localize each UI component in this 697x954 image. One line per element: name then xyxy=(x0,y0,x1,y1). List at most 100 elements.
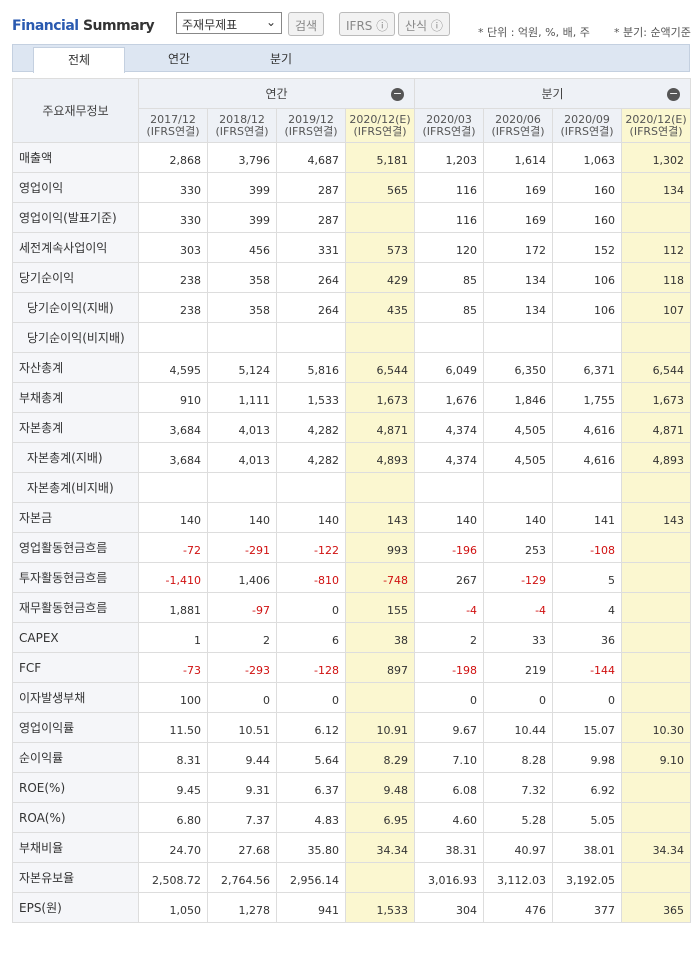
table-row: 투자활동현금흐름 -1,410 1,406 -810 -748 267 -129 5 xyxy=(12,562,692,593)
cell: 4.83 xyxy=(276,802,346,833)
cell-value: 10.51 xyxy=(238,724,271,737)
cell: 9.67 xyxy=(414,712,485,743)
cell: 573 xyxy=(344,232,416,263)
cell: 5,816 xyxy=(276,352,346,383)
cell: 4,893 xyxy=(344,442,416,473)
cell: 2,956.14 xyxy=(276,862,346,893)
cell: 118 xyxy=(621,262,692,293)
cell: 34.34 xyxy=(344,832,416,863)
collapse-button[interactable]: − xyxy=(391,87,405,101)
cell: 8.31 xyxy=(138,742,208,773)
cell: 172 xyxy=(483,232,554,263)
cell: 140 xyxy=(483,502,554,533)
cell: 6 xyxy=(276,622,346,653)
cell-value: 9.48 xyxy=(383,784,409,797)
cell: 1,614 xyxy=(483,142,554,173)
table-row: 자본총계(비지배) xyxy=(12,472,692,503)
tab[interactable]: 분기 xyxy=(269,52,293,66)
table-row: 재무활동현금흐름 1,881 -97 0 155 -4 -4 4 xyxy=(12,592,692,623)
row-label: 부채비율 xyxy=(12,832,139,863)
cell-value: 267 xyxy=(456,574,478,587)
cell: 4,505 xyxy=(483,442,554,473)
cell: 565 xyxy=(344,172,416,203)
cell: 264 xyxy=(276,262,346,293)
cell-value: 1,673 xyxy=(376,394,409,407)
cell: 435 xyxy=(344,292,416,323)
cell: -748 xyxy=(344,562,416,593)
cell: 253 xyxy=(483,532,554,563)
cell-value: 118 xyxy=(663,274,685,287)
cell: 330 xyxy=(138,172,208,203)
table-row: FCF -73 -293 -128 897 -198 219 -144 xyxy=(12,652,692,683)
cell: 36 xyxy=(552,622,623,653)
cell-value: 8.29 xyxy=(383,754,409,767)
cell-value: 4,616 xyxy=(583,454,616,467)
cell: 4,595 xyxy=(138,352,208,383)
collapse-button[interactable]: − xyxy=(667,87,681,101)
cell-value: 134 xyxy=(525,304,547,317)
cell: 0 xyxy=(276,682,346,713)
cell-value: 2,868 xyxy=(169,154,202,167)
cell: 2,764.56 xyxy=(207,862,277,893)
column-header: 2017/12 (IFRS연결) xyxy=(138,108,208,143)
cell: 1,881 xyxy=(138,592,208,623)
table-row: ROA(%) 6.80 7.37 4.83 6.95 4.60 5.28 5.05 xyxy=(12,802,692,833)
cell-value: 2 xyxy=(470,634,478,647)
row-label: 당기순이익(지배) xyxy=(12,292,139,323)
row-label: 세전계속사업이익 xyxy=(12,232,139,263)
cell: 330 xyxy=(138,202,208,233)
cell-value: 155 xyxy=(387,604,409,617)
cell-value: 4,374 xyxy=(445,424,478,437)
cell-value: 4,687 xyxy=(307,154,340,167)
cell: 9.45 xyxy=(138,772,208,803)
cell-value: 565 xyxy=(387,184,409,197)
cell xyxy=(552,472,623,503)
cell-value: 9.31 xyxy=(245,784,271,797)
title-part: Financial xyxy=(12,18,79,34)
cell-value: 0 xyxy=(470,694,478,707)
tab[interactable]: 전체 xyxy=(33,47,125,73)
cell-value: 9.44 xyxy=(245,754,271,767)
formula-button[interactable]: 산식 ⓘ xyxy=(398,12,450,36)
cell-value: -129 xyxy=(521,574,547,587)
cell-value: 106 xyxy=(594,274,616,287)
cell: 6.08 xyxy=(414,772,485,803)
cell: 429 xyxy=(344,262,416,293)
cell-value: 34.34 xyxy=(376,844,409,857)
ifrs-button[interactable]: IFRS ⓘ xyxy=(339,12,396,36)
table-row: 자산총계 4,595 5,124 5,816 6,544 6,049 6,350 6,371 6… xyxy=(12,352,692,383)
cell: 1,755 xyxy=(552,382,623,413)
cell: -122 xyxy=(276,532,346,563)
cell: 4,505 xyxy=(483,412,554,443)
row-label: CAPEX xyxy=(12,622,139,653)
cell: 1,673 xyxy=(344,382,416,413)
cell: 3,684 xyxy=(138,412,208,443)
cell: 106 xyxy=(552,262,623,293)
cell-value: 6.08 xyxy=(452,784,478,797)
cell: 1,406 xyxy=(207,562,277,593)
cell xyxy=(207,472,277,503)
tab[interactable]: 연간 xyxy=(167,52,191,66)
cell-value: -1,410 xyxy=(165,574,201,587)
search-button[interactable]: 검색 xyxy=(288,12,325,36)
cell: 6.12 xyxy=(276,712,346,743)
btn-text: 산식 xyxy=(405,19,428,33)
statement-select[interactable]: 주재무제표 ⌄ xyxy=(176,12,282,34)
cell-value: 4,013 xyxy=(238,454,271,467)
cell-value: 107 xyxy=(663,304,685,317)
cell: 2,508.72 xyxy=(138,862,208,893)
cell-value: 7.32 xyxy=(521,784,547,797)
cell: -1,410 xyxy=(138,562,208,593)
cell xyxy=(621,622,692,653)
column-date: 2019/12 xyxy=(288,112,334,126)
cell-value: 399 xyxy=(249,214,270,227)
cell-value: 331 xyxy=(318,244,339,257)
cell xyxy=(621,532,692,563)
cell-value: -122 xyxy=(314,544,339,557)
cell: 377 xyxy=(552,892,623,923)
cell: 10.44 xyxy=(483,712,554,743)
cell-value: 2 xyxy=(263,634,270,647)
cell-value: 140 xyxy=(456,514,478,527)
row-label: 자본총계(비지배) xyxy=(12,472,139,503)
cell-value: 399 xyxy=(249,184,270,197)
